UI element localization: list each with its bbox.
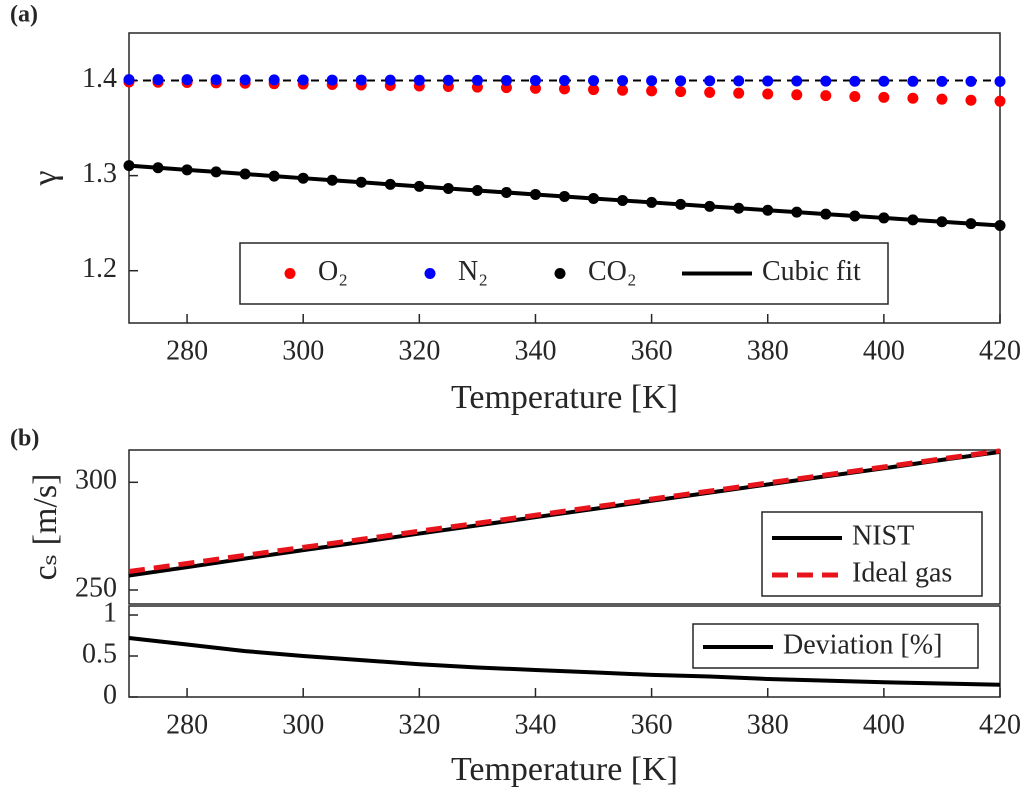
data-point (733, 87, 745, 99)
x-tick-label: 340 (514, 335, 556, 366)
data-point (384, 74, 396, 86)
y-tick-label: 0 (103, 679, 117, 710)
data-point (210, 74, 222, 86)
data-line (128, 163, 1001, 228)
data-point (500, 74, 512, 86)
data-point (588, 75, 600, 87)
data-point (762, 75, 774, 87)
x-tick-label: 300 (282, 335, 324, 366)
data-point (646, 75, 658, 87)
data-point (936, 75, 948, 87)
data-point (791, 75, 803, 87)
panel: (a) γ Temperature [K] 1.2 1.3 1.4 280 300 320 340… (10, 2, 1021, 416)
legend-label: N₂ (458, 256, 488, 287)
y-tick-label: 1 (103, 597, 117, 628)
x-tick-label: 300 (282, 709, 324, 740)
panel-label: (a) (10, 2, 38, 28)
data-point (820, 75, 832, 87)
data-point (907, 92, 919, 104)
data-point (849, 75, 861, 87)
y-tick-label: 250 (75, 572, 117, 603)
data-point (994, 95, 1006, 107)
x-axis-label: Temperature [K] (451, 379, 678, 416)
x-tick-label: 400 (863, 709, 905, 740)
data-point (675, 75, 687, 87)
legend-marker (424, 268, 436, 279)
legend-marker (284, 268, 296, 279)
data-point (704, 86, 716, 98)
x-tick-label: 380 (747, 335, 789, 366)
data-point (559, 75, 570, 87)
data-point (413, 74, 425, 86)
y-axis-label: cₛ [m/s] (27, 474, 64, 581)
x-tick-label: 320 (398, 335, 440, 366)
data-point (965, 94, 977, 106)
data-point (297, 74, 309, 86)
data-point (965, 75, 977, 87)
data-point (617, 75, 629, 87)
legend-label: Deviation [%] (783, 629, 942, 660)
data-point (907, 75, 919, 87)
data-point (849, 91, 861, 103)
x-tick-label: 280 (166, 709, 208, 740)
x-tick-label: 340 (514, 709, 556, 740)
data-point (529, 82, 541, 94)
data-point (559, 83, 570, 95)
data-point (704, 75, 716, 87)
data-point (326, 74, 338, 86)
x-tick-label: 380 (747, 709, 789, 740)
data-point (529, 74, 541, 86)
panel: (b) cₛ [m/s] 250 300 NIST Ideal gas (10, 426, 1001, 605)
x-tick-label: 420 (979, 709, 1021, 740)
data-point (762, 88, 774, 100)
data-point (878, 75, 890, 87)
data-point (239, 74, 251, 86)
legend-box (761, 511, 983, 597)
panel: Temperature [K] 0 0.5 1 280 300 320 340 360 380 40… (82, 597, 1021, 787)
panel-label: (b) (10, 426, 39, 452)
y-axis-label: γ (27, 170, 64, 186)
y-tick-label: 300 (75, 465, 117, 496)
data-point (878, 91, 890, 103)
x-tick-label: 420 (979, 335, 1021, 366)
legend-label: O₂ (318, 256, 348, 287)
data-point (733, 75, 745, 87)
data-point (152, 74, 164, 86)
data-point (181, 74, 193, 86)
x-axis-label: Temperature [K] (451, 751, 678, 788)
y-tick-label: 1.4 (82, 63, 117, 94)
x-tick-label: 400 (863, 335, 905, 366)
data-line (128, 448, 1001, 574)
data-line (128, 635, 1001, 687)
data-point (994, 75, 1006, 87)
data-point (617, 84, 629, 96)
x-tick-label: 360 (631, 335, 673, 366)
x-tick-label: 280 (166, 335, 208, 366)
data-point (471, 74, 483, 86)
x-tick-label: 360 (631, 709, 673, 740)
data-point (123, 74, 135, 86)
y-tick-label: 1.2 (82, 253, 117, 284)
y-tick-label: 0.5 (82, 638, 117, 669)
legend-label: NIST (852, 520, 914, 551)
data-point (588, 84, 600, 96)
data-point (355, 74, 367, 86)
legend-label: Ideal gas (852, 557, 952, 588)
data-point (646, 85, 658, 97)
legend-label: Cubic fit (762, 256, 861, 287)
data-point (936, 93, 948, 105)
legend-marker (554, 268, 566, 279)
y-tick-label: 1.3 (82, 158, 117, 189)
legend-label: CO₂ (588, 256, 637, 287)
data-point (820, 90, 832, 102)
data-point (791, 89, 803, 101)
x-tick-label: 320 (398, 709, 440, 740)
data-point (675, 86, 687, 98)
data-point (268, 74, 280, 86)
data-point (442, 74, 454, 86)
